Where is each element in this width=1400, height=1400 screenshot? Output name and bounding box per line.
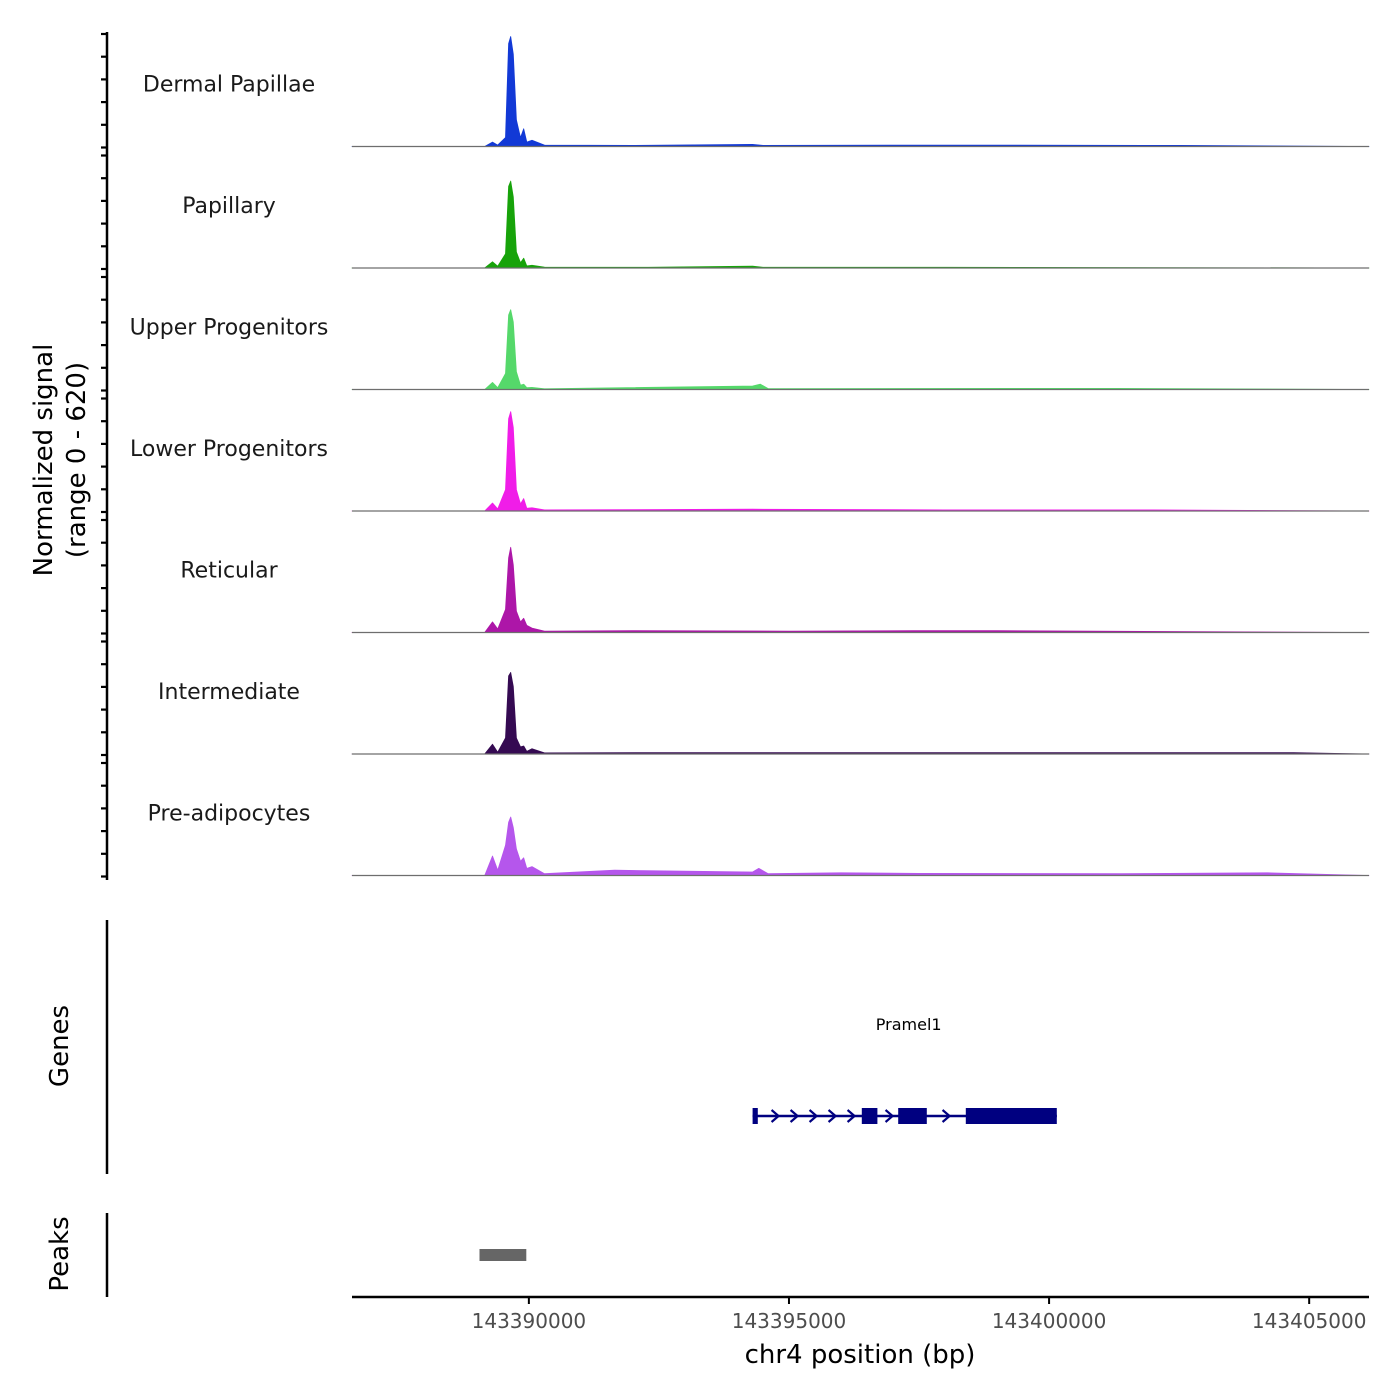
track-label: Pre-adipocytes: [148, 802, 311, 827]
coverage-y-axis-ticks: [101, 32, 107, 878]
signal-area: [351, 411, 1370, 512]
track-lower-progenitors: Lower Progenitors: [130, 411, 1370, 512]
strand-arrow: [808, 1109, 819, 1123]
signal-area: [351, 180, 1370, 269]
signal-area: [351, 546, 1370, 633]
gene-pramel1: Pramel1: [752, 1015, 1057, 1124]
strand-arrow: [789, 1109, 800, 1123]
coverage-axis-label: Normalized signal: [29, 344, 59, 577]
signal-area: [351, 672, 1370, 755]
coverage-axis-title: Normalized signal (range 0 - 620): [29, 344, 92, 577]
track-label: Reticular: [180, 559, 278, 584]
coverage-axis-range: (range 0 - 620): [62, 362, 92, 558]
x-tick-label: 143390000: [472, 1309, 587, 1333]
track-label: Intermediate: [158, 680, 300, 705]
gene-name-label: Pramel1: [876, 1015, 942, 1034]
gene-exon: [861, 1108, 878, 1124]
x-axis-title: chr4 position (bp): [745, 1340, 976, 1370]
x-axis-ticks: 143390000 143395000 143400000 143405000: [472, 1297, 1367, 1333]
track-label: Dermal Papillae: [143, 73, 315, 98]
track-papillary: Papillary: [182, 180, 1370, 269]
x-tick-label: 143400000: [992, 1309, 1107, 1333]
peak-track: [479, 1249, 527, 1261]
peak-region: [479, 1249, 527, 1261]
track-label: Papillary: [182, 194, 276, 219]
track-label: Lower Progenitors: [130, 437, 328, 462]
signal-area: [351, 36, 1370, 147]
genes-axis-label: Genes: [45, 1005, 75, 1087]
x-tick-label: 143395000: [732, 1309, 847, 1333]
track-pre-adipocytes: Pre-adipocytes: [148, 802, 1370, 877]
track-label: Upper Progenitors: [130, 316, 329, 341]
x-tick-label: 143405000: [1252, 1309, 1367, 1333]
signal-area: [351, 816, 1370, 876]
strand-arrow: [884, 1109, 895, 1123]
coverage-tracks: Dermal Papillae Papillary Upper Progenitor…: [130, 36, 1370, 877]
signal-area: [351, 309, 1370, 390]
strand-arrow: [846, 1109, 857, 1123]
gene-exon: [752, 1108, 758, 1124]
gene-exon: [898, 1108, 927, 1124]
gene-exon: [965, 1108, 1057, 1124]
strand-arrow: [941, 1109, 952, 1123]
track-reticular: Reticular: [180, 546, 1370, 634]
strand-arrow: [827, 1109, 838, 1123]
track-dermal-papillae: Dermal Papillae: [143, 36, 1370, 148]
track-intermediate: Intermediate: [158, 672, 1370, 755]
strand-arrow: [770, 1109, 781, 1123]
gene-track: Pramel1: [752, 1015, 1057, 1124]
track-upper-progenitors: Upper Progenitors: [130, 309, 1370, 391]
peaks-axis-label: Peaks: [45, 1216, 75, 1291]
